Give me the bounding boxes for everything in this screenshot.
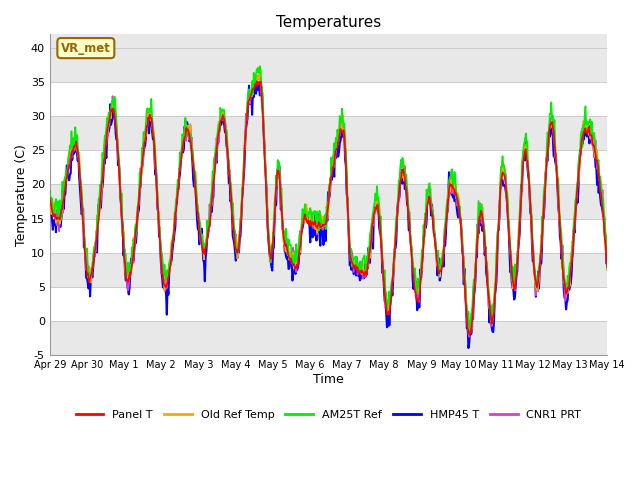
Bar — [50, 116, 607, 150]
Bar — [50, 82, 607, 116]
Y-axis label: Temperature (C): Temperature (C) — [15, 144, 28, 245]
Bar — [50, 321, 607, 355]
Bar — [50, 150, 607, 184]
Bar — [50, 218, 607, 252]
Bar — [50, 184, 607, 218]
Text: VR_met: VR_met — [61, 42, 111, 55]
Legend: Panel T, Old Ref Temp, AM25T Ref, HMP45 T, CNR1 PRT: Panel T, Old Ref Temp, AM25T Ref, HMP45 … — [71, 406, 586, 425]
Bar — [50, 48, 607, 82]
Bar — [50, 287, 607, 321]
Bar — [50, 252, 607, 287]
X-axis label: Time: Time — [313, 373, 344, 386]
Title: Temperatures: Temperatures — [276, 15, 381, 30]
